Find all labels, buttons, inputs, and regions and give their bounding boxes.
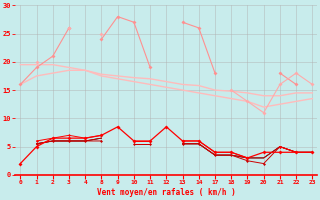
- X-axis label: Vent moyen/en rafales ( km/h ): Vent moyen/en rafales ( km/h ): [97, 188, 236, 197]
